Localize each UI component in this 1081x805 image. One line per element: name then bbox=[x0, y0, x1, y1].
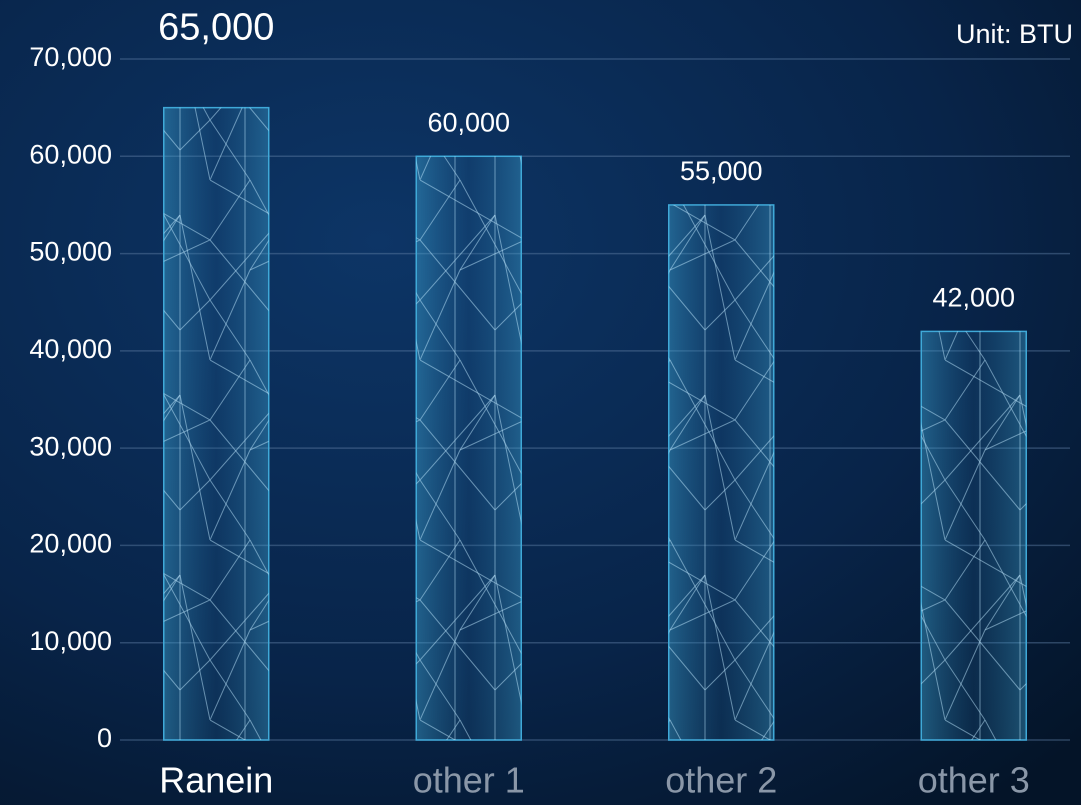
y-tick-label: 60,000 bbox=[29, 139, 112, 169]
bar bbox=[668, 204, 775, 741]
x-tick-label: Ranein bbox=[159, 760, 273, 801]
bar bbox=[415, 155, 522, 741]
y-tick-label: 30,000 bbox=[29, 431, 112, 461]
bar bbox=[920, 330, 1027, 741]
value-label: 60,000 bbox=[427, 107, 510, 137]
bar bbox=[163, 106, 270, 741]
y-tick-label: 0 bbox=[97, 723, 112, 753]
value-label: 65,000 bbox=[158, 7, 274, 49]
x-tick-label: other 1 bbox=[413, 760, 525, 801]
y-tick-label: 50,000 bbox=[29, 237, 112, 267]
x-tick-label: other 3 bbox=[918, 760, 1030, 801]
unit-annotation: Unit: BTU bbox=[956, 19, 1073, 49]
y-tick-label: 40,000 bbox=[29, 334, 112, 364]
value-label: 55,000 bbox=[680, 156, 763, 186]
y-tick-label: 70,000 bbox=[29, 42, 112, 72]
value-label: 42,000 bbox=[932, 283, 1015, 313]
y-tick-label: 20,000 bbox=[29, 529, 112, 559]
y-tick-label: 10,000 bbox=[29, 626, 112, 656]
x-tick-label: other 2 bbox=[665, 760, 777, 801]
